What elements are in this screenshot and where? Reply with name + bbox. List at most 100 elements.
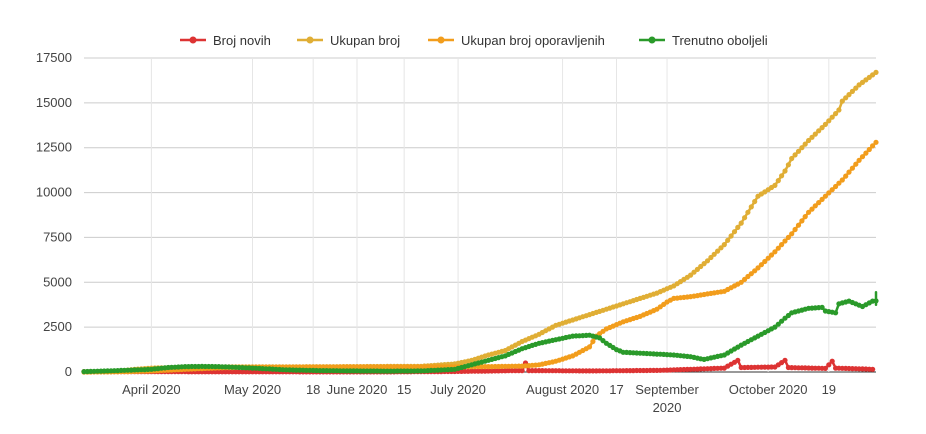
data-point (755, 265, 761, 271)
legend-label: Ukupan broj (330, 33, 400, 48)
data-point (728, 233, 734, 239)
data-point (772, 249, 778, 255)
data-point (843, 95, 849, 101)
data-point (822, 365, 829, 371)
data-point (775, 178, 781, 184)
data-point (822, 121, 829, 127)
data-point (738, 220, 744, 226)
data-point (765, 255, 771, 261)
legend-item[interactable]: Broj novih (180, 33, 271, 48)
data-point (715, 248, 721, 254)
data-point (833, 183, 839, 190)
data-point (853, 85, 859, 91)
data-point (742, 215, 748, 221)
data-point (586, 344, 593, 350)
data-point (792, 152, 798, 158)
data-point (866, 146, 872, 153)
data-point (768, 252, 775, 258)
data-point (802, 141, 808, 147)
legend-swatch-marker (189, 36, 197, 44)
data-point (708, 254, 714, 261)
data-point (802, 214, 808, 220)
data-point (748, 204, 754, 210)
data-point (725, 237, 731, 243)
data-point (833, 310, 839, 316)
data-point (731, 229, 738, 235)
y-tick-label: 5000 (43, 274, 72, 289)
data-point (819, 125, 825, 131)
data-point (812, 203, 818, 209)
x-tick-label: June 2020 (327, 382, 388, 397)
data-point (762, 258, 768, 265)
data-point (829, 187, 835, 193)
data-point (752, 198, 758, 205)
x-tick-label: 15 (397, 382, 411, 397)
data-point (698, 263, 704, 270)
legend-item[interactable]: Trenutno oboljeli (639, 33, 768, 48)
data-point (836, 180, 842, 186)
data-point (789, 231, 795, 237)
data-point (829, 358, 835, 364)
series-layer (81, 69, 879, 375)
data-point (859, 154, 866, 160)
legend[interactable]: Broj novih Ukupan broj Ukupan broj oporavl… (180, 33, 768, 48)
data-point (833, 111, 839, 117)
data-point (782, 168, 788, 174)
axis-layer: 0 2500 5000 7500 10000 12500 15000 17500 April 2… (36, 50, 836, 415)
data-point (758, 262, 765, 268)
data-point (873, 298, 879, 304)
data-point (721, 242, 727, 248)
data-point (826, 118, 832, 124)
data-point (735, 224, 741, 230)
series-3 (81, 290, 879, 375)
y-tick-label: 15000 (36, 95, 72, 110)
legend-swatch-marker (306, 36, 314, 44)
y-tick-label: 0 (65, 364, 72, 379)
data-point (836, 107, 842, 113)
grid-layer (84, 57, 876, 373)
series-1 (81, 69, 879, 375)
data-point (849, 165, 856, 171)
x-tick-label: 19 (822, 382, 836, 397)
data-point (795, 222, 802, 228)
data-point (772, 182, 778, 188)
data-point (789, 155, 795, 162)
y-tick-label: 12500 (36, 140, 72, 155)
x-tick-label: 18 (306, 382, 320, 397)
x-tick-label: April 2020 (122, 382, 181, 397)
data-point (863, 150, 869, 156)
data-point (806, 137, 812, 144)
x-tick-label: 17 (609, 382, 623, 397)
x-tick-label: May 2020 (224, 382, 281, 397)
data-point (856, 157, 862, 163)
data-point (846, 169, 852, 175)
data-point (816, 128, 822, 134)
data-point (779, 242, 785, 248)
data-point (816, 200, 822, 206)
legend-label: Broj novih (213, 33, 271, 48)
data-point (785, 234, 792, 240)
data-point (826, 190, 832, 196)
data-point (819, 304, 825, 310)
x-tick-label: October 2020 (729, 382, 808, 397)
data-point (785, 162, 792, 168)
legend-label: Ukupan broj oporavljenih (461, 33, 605, 48)
data-point (873, 139, 879, 145)
x-tick-label: September (635, 382, 699, 397)
data-point (806, 209, 812, 215)
legend-item[interactable]: Ukupan broj oporavljenih (428, 33, 605, 48)
data-point (819, 196, 825, 202)
data-point (809, 206, 815, 212)
data-point (590, 338, 596, 345)
data-point (829, 114, 835, 120)
data-point (688, 272, 694, 278)
data-point (795, 148, 802, 154)
data-point (822, 193, 829, 199)
data-point (735, 357, 741, 363)
data-point (799, 218, 805, 224)
data-point (711, 251, 717, 257)
data-point (799, 145, 805, 151)
legend-item[interactable]: Ukupan broj (297, 33, 400, 48)
